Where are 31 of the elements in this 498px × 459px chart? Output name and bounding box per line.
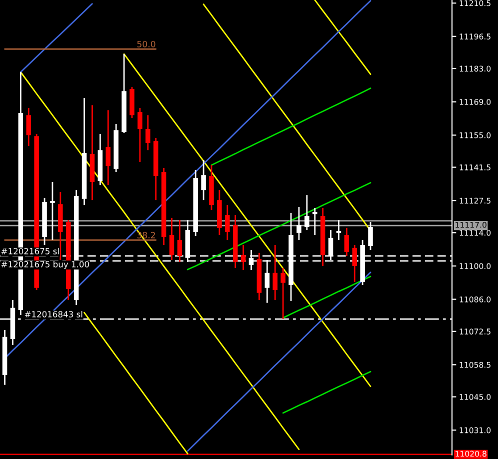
candlestick bbox=[296, 206, 302, 241]
candlestick bbox=[368, 221, 373, 251]
candlestick bbox=[169, 217, 174, 261]
candlestick bbox=[138, 107, 142, 163]
line-series bbox=[186, 182, 372, 270]
candlestick bbox=[106, 109, 111, 186]
series-label: 50.0 bbox=[137, 40, 156, 48]
line-series bbox=[123, 53, 372, 388]
candlestick bbox=[272, 244, 278, 301]
ref-line-label: #12021675 sl bbox=[1, 248, 59, 254]
candlestick bbox=[26, 107, 32, 147]
candlestick bbox=[50, 181, 55, 241]
line-series bbox=[314, 0, 372, 75]
candlestick bbox=[146, 114, 150, 151]
candlestick bbox=[177, 219, 182, 263]
line-series bbox=[186, 272, 372, 452]
candlestick bbox=[225, 204, 230, 241]
line-series bbox=[282, 276, 372, 319]
ref-line-label: #12021675 buy 1.00 bbox=[1, 260, 89, 270]
line-series bbox=[20, 3, 93, 73]
line-series bbox=[84, 312, 188, 454]
candlestick bbox=[336, 219, 342, 241]
candlestick bbox=[240, 244, 246, 271]
candlestick bbox=[344, 227, 350, 257]
line-series bbox=[282, 370, 372, 414]
ref-line-label: #12016843 sl bbox=[24, 310, 82, 318]
candlestick bbox=[352, 244, 357, 283]
candlestick bbox=[201, 159, 206, 201]
candlestick bbox=[304, 194, 310, 231]
candlestick bbox=[280, 267, 286, 320]
line-series bbox=[210, 88, 372, 166]
